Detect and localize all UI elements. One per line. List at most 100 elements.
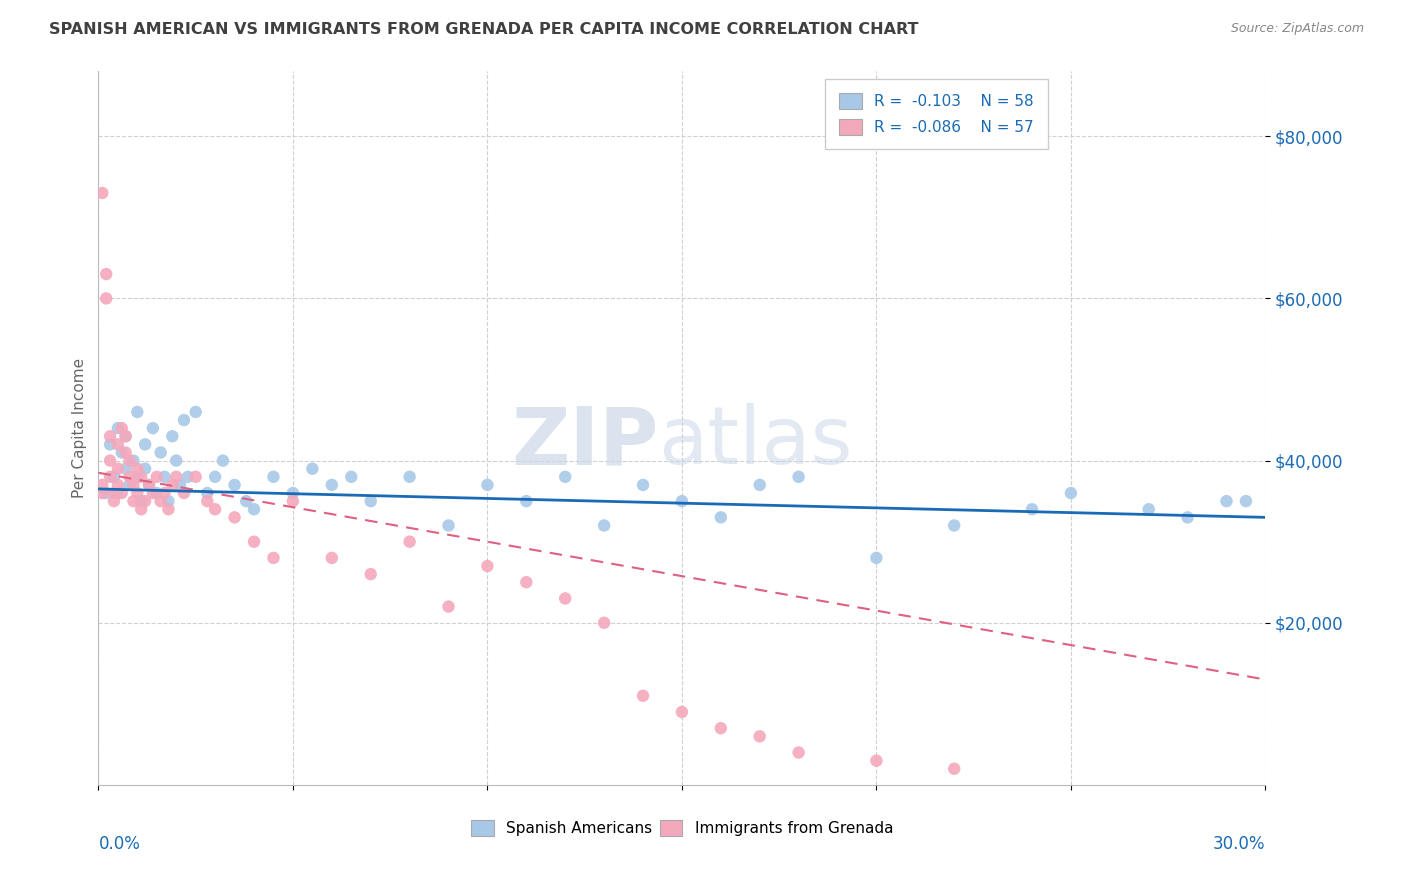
Point — [515, 575, 537, 590]
Point — [134, 437, 156, 451]
Point — [118, 478, 141, 492]
Point — [477, 478, 499, 492]
Point — [173, 486, 195, 500]
Point — [122, 494, 145, 508]
Point — [107, 486, 129, 500]
Point — [281, 494, 304, 508]
Point — [173, 413, 195, 427]
Point — [96, 292, 118, 306]
Point — [301, 461, 323, 475]
Point — [1215, 494, 1237, 508]
Point — [437, 599, 460, 614]
Point — [98, 453, 121, 467]
Point — [142, 486, 165, 500]
Point — [129, 502, 152, 516]
Point — [127, 405, 149, 419]
Text: 30.0%: 30.0% — [1213, 835, 1265, 853]
Point — [165, 453, 187, 467]
Point — [134, 461, 156, 475]
Point — [204, 502, 226, 516]
Point — [321, 478, 343, 492]
Text: ZIP: ZIP — [512, 403, 658, 482]
Point — [153, 486, 176, 500]
Point — [1177, 510, 1199, 524]
Point — [127, 486, 149, 500]
Point — [134, 494, 156, 508]
Point — [129, 470, 152, 484]
Point — [103, 494, 125, 508]
Point — [98, 437, 121, 451]
Point — [127, 461, 149, 475]
Point — [138, 478, 160, 492]
Point — [118, 453, 141, 467]
Point — [146, 486, 169, 500]
Point — [224, 478, 246, 492]
Text: Source: ZipAtlas.com: Source: ZipAtlas.com — [1230, 22, 1364, 36]
Point — [710, 721, 733, 735]
Point — [710, 510, 733, 524]
Point — [398, 470, 420, 484]
Point — [91, 186, 114, 200]
Point — [103, 486, 125, 500]
Point — [593, 518, 616, 533]
Point — [98, 429, 121, 443]
Point — [122, 453, 145, 467]
Y-axis label: Per Capita Income: Per Capita Income — [72, 358, 87, 499]
Point — [865, 550, 887, 565]
Point — [865, 754, 887, 768]
Point — [142, 421, 165, 435]
Point — [631, 689, 654, 703]
Legend: Spanish Americans, Immigrants from Grenada: Spanish Americans, Immigrants from Grena… — [458, 807, 905, 848]
Point — [118, 470, 141, 484]
Point — [593, 615, 616, 630]
Point — [787, 746, 810, 760]
Point — [748, 478, 770, 492]
Point — [631, 478, 654, 492]
Point — [127, 470, 149, 484]
Point — [195, 494, 218, 508]
Point — [157, 502, 180, 516]
Point — [177, 470, 200, 484]
Point — [321, 550, 343, 565]
Point — [169, 478, 191, 492]
Point — [111, 421, 134, 435]
Point — [477, 559, 499, 574]
Point — [360, 567, 382, 582]
Text: 0.0%: 0.0% — [98, 835, 141, 853]
Point — [107, 421, 129, 435]
Point — [1060, 486, 1083, 500]
Point — [943, 762, 966, 776]
Text: atlas: atlas — [658, 403, 853, 482]
Point — [195, 486, 218, 500]
Point — [224, 510, 246, 524]
Point — [103, 470, 125, 484]
Point — [212, 453, 235, 467]
Point — [111, 486, 134, 500]
Point — [138, 478, 160, 492]
Point — [671, 705, 693, 719]
Point — [787, 470, 810, 484]
Point — [748, 729, 770, 743]
Point — [149, 494, 172, 508]
Point — [114, 445, 136, 459]
Point — [153, 470, 176, 484]
Point — [96, 486, 118, 500]
Point — [1234, 494, 1257, 508]
Point — [157, 494, 180, 508]
Point — [107, 437, 129, 451]
Point — [1137, 502, 1160, 516]
Point — [165, 470, 187, 484]
Point — [204, 470, 226, 484]
Point — [243, 534, 266, 549]
Point — [235, 494, 257, 508]
Point — [360, 494, 382, 508]
Point — [943, 518, 966, 533]
Point — [184, 405, 207, 419]
Point — [162, 429, 184, 443]
Point — [114, 429, 136, 443]
Point — [262, 550, 284, 565]
Point — [554, 591, 576, 606]
Point — [162, 478, 184, 492]
Point — [98, 470, 121, 484]
Point — [149, 445, 172, 459]
